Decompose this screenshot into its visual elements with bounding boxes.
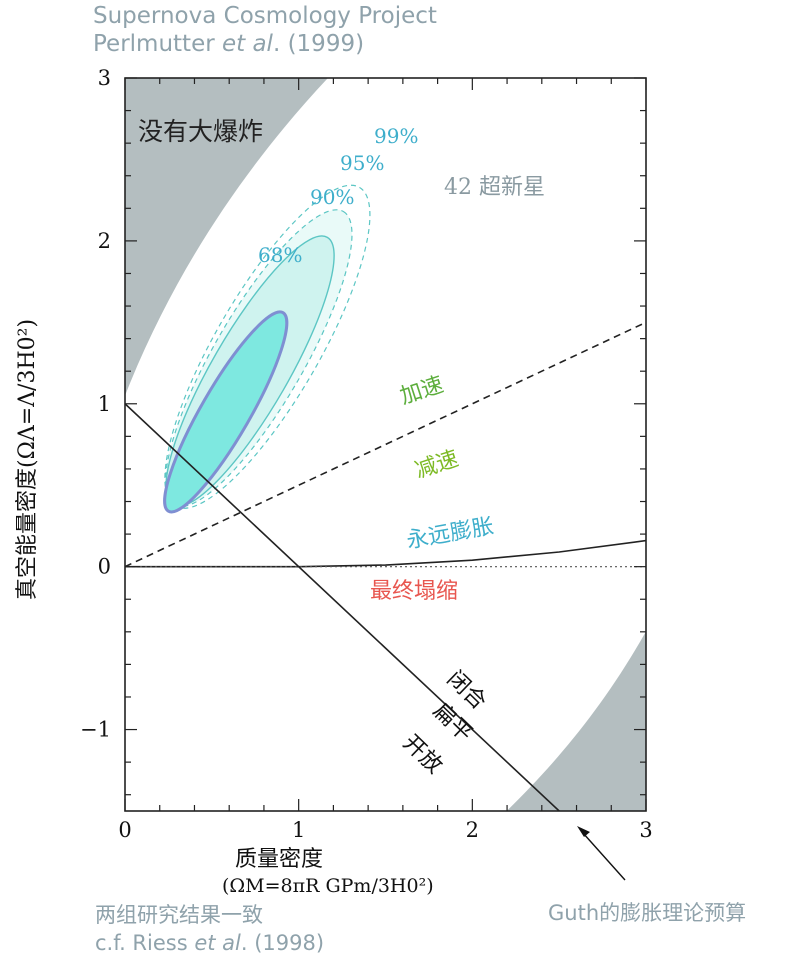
footer-guth-label: Guth的膨胀理论预算	[548, 901, 747, 925]
y-tick-label: 0	[98, 555, 111, 579]
x-tick-label: 3	[639, 818, 652, 842]
footer-left-line1: 两组研究结果一致	[95, 903, 263, 927]
accelerate-label: 加速	[397, 372, 447, 409]
contour-label-95: 95%	[340, 151, 384, 175]
contour-label-90: 90%	[310, 185, 354, 209]
x-axis-sublabel: (ΩM=8πR GPm/3H0²)	[222, 875, 434, 897]
footer-left-line2: c.f. Riess et al. (1998)	[95, 931, 325, 955]
x-axis-label: 质量密度	[235, 847, 323, 872]
axis-ticks: 0 1 2 3 −1 0 1 2 3	[80, 66, 653, 842]
x-tick-label: 2	[466, 818, 479, 842]
model-lines	[125, 321, 646, 811]
y-tick-label: 1	[98, 392, 111, 416]
no-big-bang-label: 没有大爆炸	[138, 117, 263, 146]
header-title: Supernova Cosmology Project	[93, 3, 437, 29]
guth-arrow	[582, 832, 626, 881]
y-axis-label: 真空能量密度(ΩΛ=Λ/3H0²)	[15, 319, 40, 600]
no-big-bang-region-lower	[506, 631, 646, 811]
recollapse-label: 最终塌缩	[370, 579, 458, 604]
contour-label-68: 68%	[258, 243, 302, 267]
confidence-contours	[163, 184, 371, 514]
supernovae-label: 42 超新星	[444, 175, 545, 200]
contour-68	[163, 310, 289, 514]
guth-arrowhead	[577, 826, 590, 837]
contour-label-99: 99%	[374, 124, 418, 148]
y-tick-label: 2	[98, 229, 111, 253]
x-tick-label: 1	[292, 818, 305, 842]
expand-forever-label: 永远膨胀	[405, 514, 496, 554]
x-tick-label: 0	[118, 818, 131, 842]
series-line-1	[125, 403, 560, 811]
decelerate-label: 减速	[412, 446, 462, 483]
series-line-2	[125, 539, 646, 568]
no-big-bang-region	[125, 78, 328, 396]
header-citation: Perlmutter et al. (1999)	[93, 31, 365, 57]
plot-frame	[124, 77, 647, 812]
y-tick-label: −1	[80, 718, 111, 742]
y-tick-label: 3	[98, 66, 111, 90]
open-label: 开放	[398, 730, 447, 779]
